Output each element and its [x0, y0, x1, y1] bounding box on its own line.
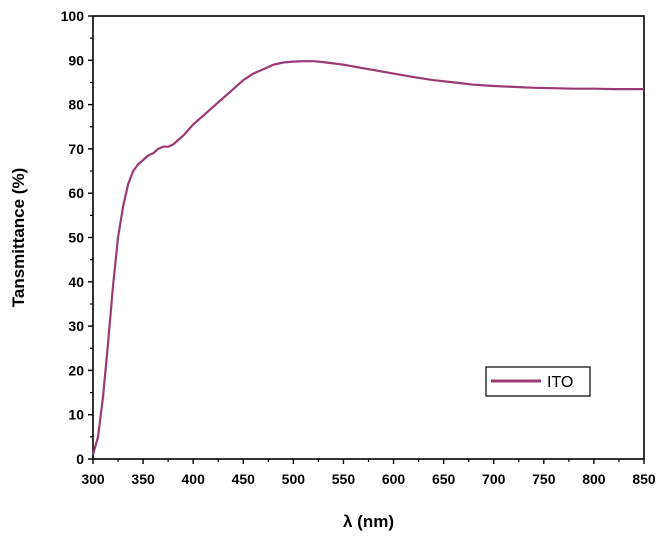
x-tick-label: 450: [232, 471, 256, 487]
x-tick-label: 400: [182, 471, 206, 487]
y-tick-label: 60: [68, 185, 84, 201]
x-tick-label: 600: [382, 471, 406, 487]
series-line-ito: [91, 60, 644, 455]
y-axis-label: Tansmittance (%): [9, 168, 28, 308]
x-tick-label: 800: [582, 471, 606, 487]
y-tick-label: 90: [68, 52, 84, 68]
x-tick-label: 750: [532, 471, 556, 487]
y-axis-ticks: 0 10 20 30 40 50 60 70 80 90 100: [61, 8, 93, 467]
y-tick-label: 80: [68, 97, 84, 113]
y-tick-label: 50: [68, 230, 84, 246]
x-axis-label: λ (nm): [343, 512, 394, 531]
x-tick-label: 550: [332, 471, 356, 487]
x-tick-label: 300: [81, 471, 105, 487]
y-tick-label: 40: [68, 274, 84, 290]
x-tick-label: 350: [131, 471, 155, 487]
y-tick-label: 0: [76, 451, 84, 467]
y-tick-label: 100: [61, 8, 85, 24]
y-tick-label: 30: [68, 318, 84, 334]
legend: ITO: [485, 366, 591, 397]
x-tick-label: 650: [432, 471, 456, 487]
legend-label-ito: ITO: [547, 374, 573, 391]
y-tick-label: 20: [68, 362, 84, 378]
series-layer: [91, 60, 644, 455]
y-tick-label: 70: [68, 141, 84, 157]
x-tick-label: 500: [282, 471, 306, 487]
x-tick-label: 700: [482, 471, 506, 487]
y-tick-label: 10: [68, 407, 84, 423]
x-tick-label: 850: [632, 471, 656, 487]
x-axis-ticks: 300 350 400 450 500 550 600 650 700 750 800 850: [81, 459, 656, 487]
